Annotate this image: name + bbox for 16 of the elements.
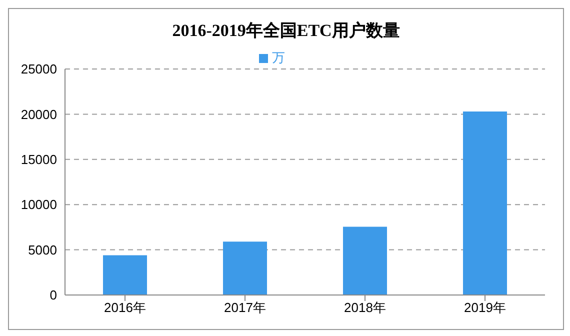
y-tick-label: 15000: [20, 152, 57, 168]
y-tick-label: 0: [50, 288, 57, 303]
bar: [223, 242, 267, 295]
bar: [103, 255, 147, 295]
y-tick-label: 5000: [28, 242, 57, 258]
chart-title: 2016-2019年全国ETC用户数量: [171, 20, 401, 42]
x-tick-label: 2018年: [344, 300, 386, 316]
x-tick-label: 2019年: [464, 300, 506, 316]
y-tick-label: 20000: [20, 106, 57, 122]
x-tick-label: 2017年: [224, 300, 266, 316]
legend-label: 万: [272, 50, 285, 65]
bar: [343, 226, 387, 295]
y-tick-label: 25000: [20, 62, 57, 77]
y-tick-label: 10000: [20, 197, 57, 212]
x-tick-label: 2016年: [104, 300, 146, 316]
bar: [463, 111, 507, 295]
